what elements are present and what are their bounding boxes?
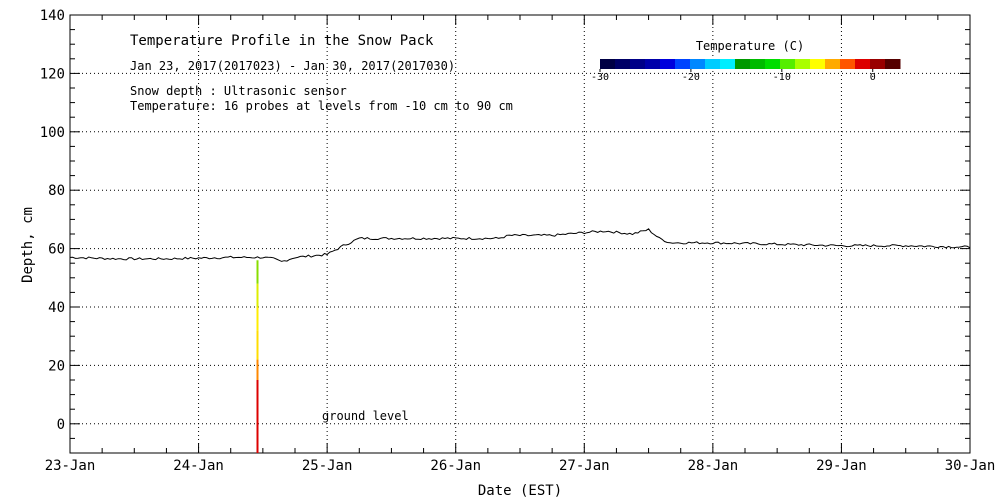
probe-segment: [256, 330, 259, 360]
chart-title: Temperature Profile in the Snow Pack: [130, 33, 434, 49]
note-temperature: Temperature: 16 probes at levels from -1…: [130, 99, 513, 113]
colorbar-cell: [600, 59, 616, 69]
colorbar-cell: [645, 59, 661, 69]
colorbar-cell: [795, 59, 811, 69]
colorbar-cell: [690, 59, 706, 69]
y-axis-title: Depth, cm: [20, 207, 36, 283]
x-tick-label: 30-Jan: [945, 458, 996, 474]
colorbar-tick-label: 0: [870, 72, 876, 83]
x-tick-label: 25-Jan: [302, 458, 353, 474]
colorbar-cell: [705, 59, 721, 69]
colorbar-tick-label: -30: [591, 72, 609, 83]
plot-frame: [69, 14, 971, 454]
colorbar-title: Temperature (C): [696, 39, 804, 53]
colorbar-cell: [675, 59, 691, 69]
x-tick-label: 28-Jan: [688, 458, 739, 474]
y-tick-label: 120: [40, 66, 65, 82]
colorbar-cell: [750, 59, 766, 69]
x-tick-label: 24-Jan: [173, 458, 224, 474]
colorbar-cell: [630, 59, 646, 69]
probe-segment: [256, 283, 259, 307]
colorbar-cell: [735, 59, 751, 69]
colorbar-cell: [660, 59, 676, 69]
colorbar-cell: [870, 59, 886, 69]
colorbar-cell: [720, 59, 736, 69]
x-tick-label: 23-Jan: [45, 458, 96, 474]
colorbar-tick-label: -10: [773, 72, 791, 83]
colorbar-cell: [615, 59, 631, 69]
y-tick-label: 80: [48, 183, 65, 199]
colorbar-cells: [600, 59, 901, 69]
snow-depth-line: [69, 228, 971, 262]
y-tick-label: 60: [48, 242, 65, 258]
y-tick-label: 0: [57, 417, 65, 433]
x-axis-title: Date (EST): [478, 483, 562, 499]
chart-subtitle: Jan 23, 2017(2017023) - Jan 30, 2017(201…: [130, 59, 455, 73]
colorbar-cell: [780, 59, 796, 69]
axis-ticks: [69, 14, 971, 454]
colorbar-cell: [765, 59, 781, 69]
probe-segment: [256, 359, 259, 380]
temperature-colorbar: Temperature (C) -30 -20 -10 0: [591, 39, 901, 83]
ground-level-annotation: ground level: [322, 409, 409, 423]
y-tick-label: 100: [40, 125, 65, 141]
x-tick-label: 27-Jan: [559, 458, 610, 474]
x-tick-label: 26-Jan: [430, 458, 481, 474]
probe-segment: [256, 260, 259, 284]
y-tick-label: 20: [48, 358, 65, 374]
colorbar-cell: [810, 59, 826, 69]
y-tick-label: 40: [48, 300, 65, 316]
y-tick-label: 140: [40, 8, 65, 24]
colorbar-ticks: -30 -20 -10 0: [591, 69, 876, 83]
colorbar-cell: [825, 59, 841, 69]
colorbar-cell: [855, 59, 871, 69]
note-snow-depth: Snow depth : Ultrasonic sensor: [130, 84, 347, 98]
y-tick-labels: 0 20 40 60 80 100 120 140: [40, 8, 65, 433]
colorbar-cell: [840, 59, 856, 69]
x-tick-label: 29-Jan: [816, 458, 867, 474]
probe-segment: [256, 380, 259, 453]
colorbar-cell: [885, 59, 901, 69]
probe-segment: [256, 307, 259, 331]
x-tick-labels: 23-Jan 24-Jan 25-Jan 26-Jan 27-Jan 28-Jan 29-J…: [45, 458, 996, 474]
temperature-probe-column: [256, 260, 259, 453]
grid-lines: [70, 15, 970, 453]
colorbar-tick-label: -20: [682, 72, 700, 83]
